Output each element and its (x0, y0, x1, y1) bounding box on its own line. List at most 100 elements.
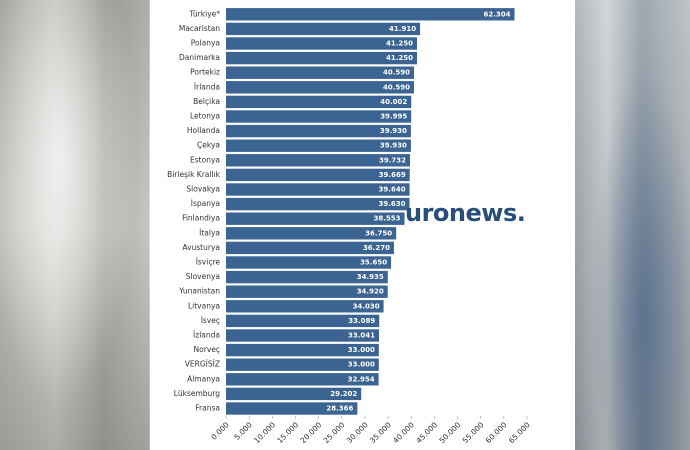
y-tick-label: İzlanda (193, 331, 220, 340)
y-tick-label: Slovakya (186, 185, 220, 194)
bar (226, 358, 379, 371)
bar (226, 95, 412, 109)
bar (226, 270, 388, 284)
y-tick-label: İsveç (201, 316, 220, 325)
x-tick-label: 40.000 (391, 420, 416, 445)
bar (226, 256, 392, 269)
x-tick-label: 60.000 (484, 420, 509, 445)
value-label: 34.030 (353, 302, 380, 310)
y-tick-label: Letonya (190, 112, 220, 121)
x-tick-label: 15.000 (275, 420, 300, 445)
x-tick-label: 30.000 (345, 420, 370, 445)
value-label: 33.089 (348, 317, 375, 325)
bar (226, 212, 405, 225)
value-label: 34.935 (357, 273, 384, 281)
value-label: 40.002 (380, 98, 407, 106)
bar (226, 81, 414, 94)
x-tick-label: 35.000 (368, 420, 393, 445)
bar (226, 227, 397, 240)
value-label: 40.590 (383, 69, 410, 77)
y-tick-label: Avusturya (182, 243, 220, 252)
background-left (0, 0, 150, 450)
bar (226, 343, 379, 357)
y-tick-label: Çekya (197, 141, 220, 150)
bar (226, 110, 412, 123)
value-label: 39.995 (380, 113, 407, 121)
value-label: 39.732 (379, 156, 406, 164)
value-label: 39.630 (379, 200, 406, 208)
y-tick-label: İtalya (199, 228, 220, 237)
y-tick-label: Hollanda (187, 126, 220, 135)
y-tick-label: Danimarka (179, 53, 220, 62)
x-tick-label: 25.000 (322, 420, 347, 445)
value-label: 28.366 (326, 405, 353, 413)
watermark: uronews. (405, 199, 525, 227)
value-label: 39.930 (380, 142, 407, 150)
y-tick-label: Birleşik Krallık (167, 170, 221, 179)
value-label: 41.250 (386, 40, 413, 48)
value-label: 33.041 (348, 332, 375, 340)
value-label: 29.202 (330, 390, 357, 398)
y-tick-label: Norveç (194, 345, 220, 354)
value-label: 33.000 (348, 361, 375, 369)
bar (226, 300, 384, 313)
value-label: 40.590 (383, 83, 410, 91)
y-tick-label: Finlandiya (182, 214, 220, 223)
bar (226, 183, 410, 196)
bar (226, 314, 380, 328)
y-tick-label: Lüksemburg (174, 389, 220, 398)
value-label: 38.553 (374, 215, 401, 223)
value-label: 39.930 (380, 127, 407, 135)
bar (226, 168, 410, 182)
value-label: 36.750 (365, 229, 392, 237)
value-label: 34.920 (357, 288, 384, 296)
value-label: 33.000 (348, 346, 375, 354)
value-label: 35.650 (360, 259, 387, 267)
bar (226, 51, 418, 65)
y-tick-label: İsviçre (196, 258, 221, 267)
value-label: 36.270 (363, 244, 390, 252)
value-label: 41.250 (386, 54, 413, 62)
y-tick-label: Polanya (191, 39, 220, 48)
x-tick-label: 0.000 (209, 420, 231, 442)
bar (226, 373, 379, 386)
y-tick-label: Almanya (187, 374, 220, 383)
x-tick-label: 55.000 (461, 420, 486, 445)
value-label: 39.640 (379, 186, 406, 194)
x-tick-label: 50.000 (437, 420, 462, 445)
value-label: 62.304 (483, 10, 510, 18)
bar (226, 285, 388, 298)
y-tick-label: Fransa (195, 404, 220, 413)
bar (226, 387, 362, 401)
x-tick-label: 20.000 (299, 420, 324, 445)
background-right (575, 0, 690, 450)
x-tick-label: 5.000 (232, 420, 254, 442)
value-label: 32.954 (348, 375, 375, 383)
bar (226, 124, 411, 138)
value-label: 39.669 (379, 171, 406, 179)
y-tick-label: Estonya (190, 155, 220, 164)
bar (226, 8, 515, 21)
x-tick-label: 65.000 (507, 420, 532, 445)
y-tick-label: Türkiye* (188, 9, 220, 18)
bar (226, 37, 418, 50)
y-tick-label: Macaristan (179, 24, 220, 33)
y-tick-label: Litvanya (188, 301, 220, 310)
bar (226, 197, 410, 211)
y-tick-label: İspanya (191, 199, 220, 208)
x-tick-label: 10.000 (252, 420, 277, 445)
y-tick-label: İrlanda (194, 82, 220, 91)
bar (226, 402, 358, 415)
bar (226, 139, 411, 152)
y-tick-label: VERGİSİZ (185, 360, 220, 369)
y-tick-label: Slovenya (186, 272, 220, 281)
bar (226, 154, 410, 167)
value-label: 41.910 (389, 25, 416, 33)
bar (226, 329, 380, 342)
x-tick-label: 45.000 (414, 420, 439, 445)
bar (226, 241, 394, 255)
y-tick-label: Yunanistan (178, 287, 220, 296)
bar (226, 22, 421, 36)
